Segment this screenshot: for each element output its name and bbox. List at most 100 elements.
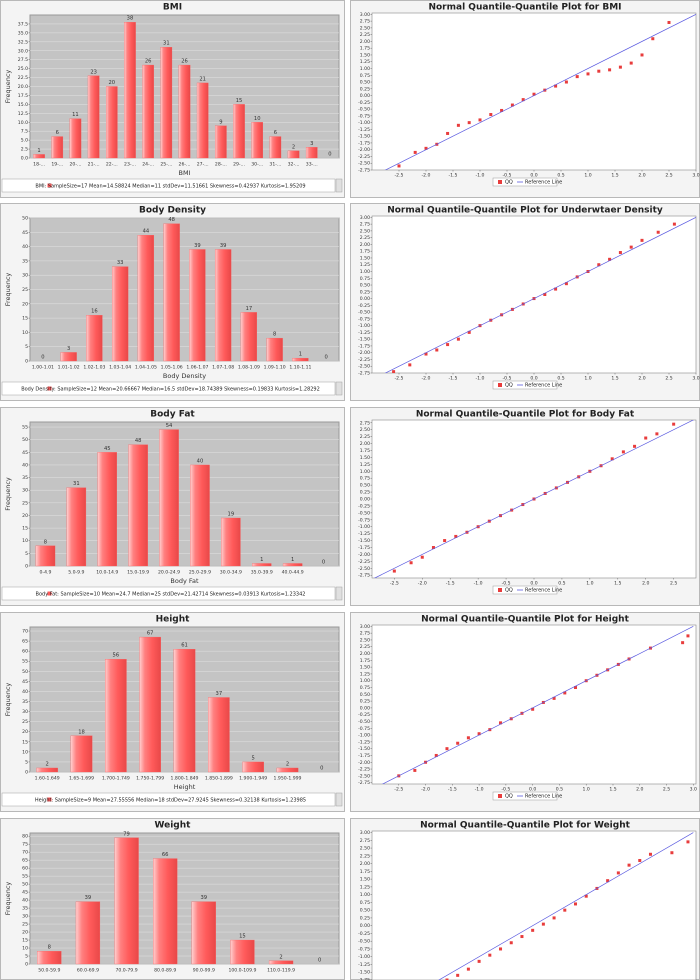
legend-swatch [498,383,502,387]
qq-point [575,75,579,79]
bar [189,249,206,362]
y-tick-label: 75 [22,842,28,848]
y-tick-label: 15 [22,938,28,944]
x-tick-label: 0.5 [557,173,564,179]
qq-point [563,908,567,912]
y-tick-label: 1.00 [360,678,370,684]
bar-value-label: 39 [201,895,208,901]
y-tick-label: 1.00 [360,269,370,275]
y-tick-label: -1.25 [358,127,370,133]
bar [37,951,62,965]
bar-value-label: 18 [78,729,85,735]
qq-point [681,641,685,645]
qq-point [686,840,690,844]
qq-point [420,555,424,559]
chart-title: Body Fat [150,410,195,420]
x-tick-label: -2.0 [421,787,430,793]
y-tick-label: 0 [25,564,28,570]
y-tick-label: -2.75 [358,780,370,786]
bar [33,154,45,159]
x-tick-label: 25-... [160,162,172,168]
y-tick-label: 0.25 [360,86,370,92]
qq-point [413,768,417,772]
x-tick-label: 2.5 [665,173,672,179]
qq-point [456,973,460,977]
qq-point [670,851,674,855]
bar-value-label: 16 [91,309,98,315]
x-tick-label: 60.0-69.9 [77,968,99,974]
bar-value-label: 8 [48,945,51,951]
y-tick-label: 50 [22,882,28,888]
y-tick-label: 55 [22,425,28,431]
y-tick-label: 0.25 [360,699,370,705]
y-tick-label: -0.25 [358,303,370,309]
bar-value-label: 44 [143,229,150,235]
y-tick-label: 0.00 [360,497,370,503]
x-tick-label: 1.05-1.06 [161,365,183,371]
x-tick-label: 1.08-1.09 [238,365,260,371]
x-tick-label: 0.0 [529,787,536,793]
bar-value-label: 39 [194,243,201,249]
bar [287,150,300,159]
y-tick-label: 37.5 [18,21,28,27]
y-tick-label: 1.50 [360,455,370,461]
bar-value-label: 0 [318,958,321,964]
y-tick-label: 35 [22,906,28,912]
qq-point [392,370,396,373]
y-tick-label: 0.50 [360,283,370,289]
legend-swatch [47,183,52,188]
bar [266,337,283,362]
bar [66,487,87,567]
qq-point [616,871,620,875]
x-tick-label: 0.5 [556,787,563,793]
y-tick-label: -0.75 [358,517,370,523]
y-tick-label: 0.50 [360,908,370,914]
y-tick-label: 0.00 [360,705,370,711]
y-tick-label: 15 [22,316,28,322]
legend-box [492,380,558,390]
y-tick-label: 12.5 [18,111,28,117]
x-tick-label: 25.0-29.9 [189,570,211,576]
x-tick-label: 20-... [69,162,81,168]
y-tick-label: 10 [22,946,28,952]
legend-swatch [498,588,502,592]
bar-value-label: 9 [219,119,222,125]
bar-value-label: 20 [108,80,115,86]
qq-point [392,569,396,573]
bar-value-label: 0 [324,355,327,361]
x-tick-label: -0.5 [502,581,511,587]
y-tick-label: 5 [25,344,28,350]
y-tick-label: -1.25 [358,531,370,537]
y-tick-label: 25 [22,922,28,928]
x-tick-label: 1.5 [611,173,618,179]
y-tick-label: 5 [25,759,28,765]
plot-area [371,215,697,374]
legend-swatch [498,794,502,798]
x-tick-label: 24-... [142,162,154,168]
x-tick-label: -2.5 [390,581,399,587]
qq-point [431,546,435,550]
qq-point [543,293,547,296]
bar-value-label: 2 [279,954,282,960]
x-tick-label: 1.04-1.05 [135,365,157,371]
bar-value-label: 8 [273,332,276,338]
reference-line [384,14,696,170]
y-tick-label: 15 [22,739,28,745]
y-tick-label: 1.50 [360,877,370,883]
x-tick-label: -0.5 [503,173,512,179]
x-tick-label: -2.0 [422,173,431,179]
qq-point [638,858,642,862]
qq-point [667,20,671,24]
y-tick-label: 1.25 [360,462,370,468]
x-tick-label: -1.5 [448,787,457,793]
x-axis-label: BMI [179,169,191,177]
bar [139,636,161,773]
qq-point [456,741,460,745]
bar [86,315,103,362]
x-tick-label: 2.5 [670,581,677,587]
y-tick-label: 30 [22,488,28,494]
bar [252,563,272,567]
y-tick-label: 1.00 [360,66,370,72]
qq-point [445,747,449,751]
x-tick-label: 0.0 [530,173,537,179]
